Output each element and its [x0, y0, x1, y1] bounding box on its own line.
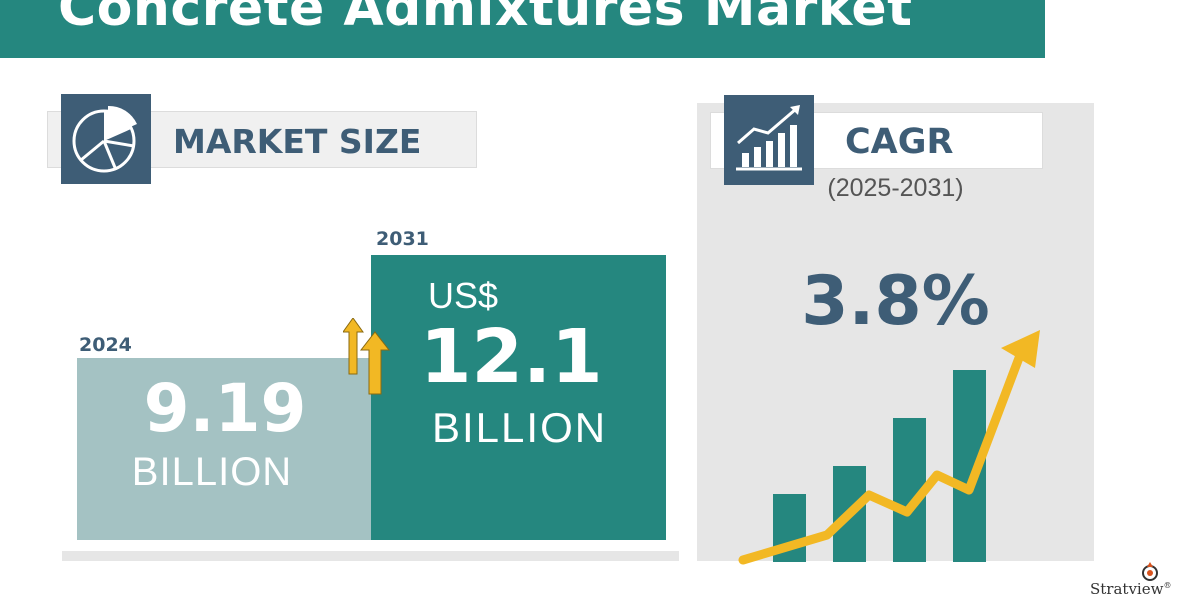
cagr-label: CAGR [845, 122, 954, 162]
value-2031: 12.1 [420, 314, 603, 400]
bar-2031 [371, 255, 666, 540]
market-size-label: MARKET SIZE [173, 122, 422, 161]
up-arrows-icon [343, 318, 391, 395]
market-size-icon-box [61, 94, 151, 184]
cagr-icon-box [724, 95, 814, 185]
currency-2031: US$ [428, 275, 499, 316]
brand-logo-icon [1142, 562, 1158, 581]
baseline [62, 551, 679, 561]
value-2024: 9.19 [143, 370, 307, 447]
title-banner: Concrete Admixtures Market [0, 0, 1045, 58]
brand-name: Stratview® [1090, 580, 1172, 598]
bar-chart-growth-icon [736, 105, 802, 171]
unit-2024: BILLION [131, 450, 293, 494]
page-title: Concrete Admixtures Market [58, 0, 913, 38]
growth-trend-line [738, 345, 1027, 565]
cagr-period: (2025-2031) [827, 174, 964, 202]
cagr-value: 3.8% [801, 262, 990, 341]
year-2024-label: 2024 [79, 334, 132, 356]
bar-2024 [77, 358, 373, 540]
year-2031-label: 2031 [376, 228, 429, 250]
rising-bars-arrow-icon [738, 330, 1040, 565]
unit-2031: BILLION [432, 404, 608, 451]
growth-arrowhead [1001, 330, 1040, 368]
pie-chart-icon [72, 105, 137, 173]
